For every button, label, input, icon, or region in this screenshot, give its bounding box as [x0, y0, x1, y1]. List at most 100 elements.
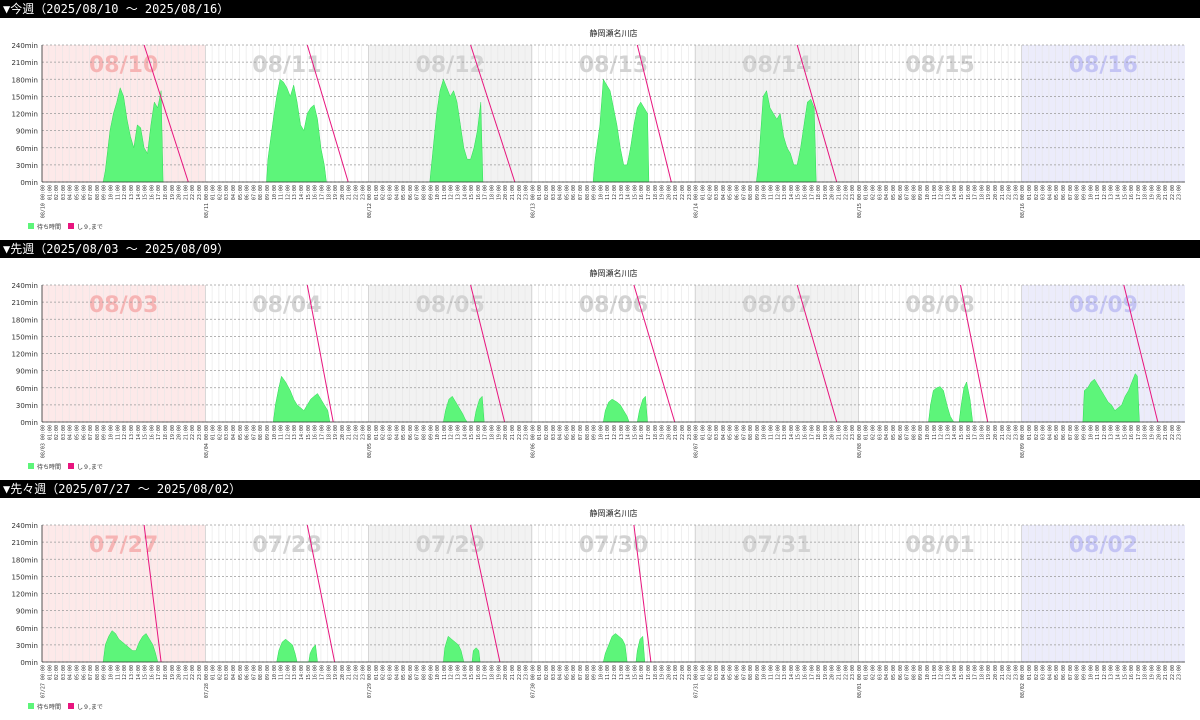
y-tick-label: 180min — [11, 316, 38, 324]
x-tick-label: 07/27 00:00 — [41, 665, 47, 698]
x-tick-label: 07:00 — [88, 425, 94, 440]
x-tick-label: 09:00 — [428, 185, 434, 200]
x-tick-label: 20:00 — [503, 425, 509, 440]
x-tick-label: 03:00 — [877, 425, 883, 440]
x-tick-label: 09:00 — [755, 185, 761, 200]
x-tick-label: 20:00 — [1156, 185, 1162, 200]
x-tick-label: 23:00 — [1177, 425, 1183, 440]
x-tick-label: 20:00 — [666, 665, 672, 680]
x-tick-label: 08:00 — [258, 185, 264, 200]
x-tick-label: 18:00 — [816, 425, 822, 440]
x-tick-label: 07/31 00:00 — [694, 665, 700, 698]
x-tick-label: 13:00 — [456, 185, 462, 200]
x-tick-label: 05:00 — [238, 185, 244, 200]
until-line — [960, 284, 989, 423]
x-tick-label: 05:00 — [564, 425, 570, 440]
x-tick-label: 08:00 — [585, 665, 591, 680]
x-tick-label: 20:00 — [1156, 425, 1162, 440]
x-tick-label: 21:00 — [837, 185, 843, 200]
x-tick-label: 19:00 — [823, 185, 829, 200]
x-tick-label: 02:00 — [871, 185, 877, 200]
x-tick-label: 01:00 — [374, 425, 380, 440]
legend-label: し９,まで — [77, 224, 103, 231]
x-tick-label: 02:00 — [381, 185, 387, 200]
y-tick-label: 30min — [16, 642, 38, 650]
x-tick-label: 04:00 — [394, 185, 400, 200]
x-tick-label: 16:00 — [1129, 185, 1135, 200]
x-tick-label: 14:00 — [626, 665, 632, 680]
x-tick-label: 20:00 — [830, 185, 836, 200]
wait-time-area — [102, 86, 164, 183]
x-tick-label: 16:00 — [966, 185, 972, 200]
x-tick-label: 17:00 — [973, 425, 979, 440]
x-tick-label: 04:00 — [721, 425, 727, 440]
x-tick-label: 14:00 — [462, 425, 468, 440]
x-tick-label: 11:00 — [442, 665, 448, 680]
x-tick-label: 07:00 — [578, 185, 584, 200]
x-tick-label: 04:00 — [884, 665, 890, 680]
x-tick-label: 17:00 — [319, 185, 325, 200]
x-tick-label: 01:00 — [47, 665, 53, 680]
x-tick-label: 06:00 — [408, 185, 414, 200]
x-tick-label: 10:00 — [272, 425, 278, 440]
x-tick-label: 08:00 — [748, 665, 754, 680]
x-tick-label: 17:00 — [156, 185, 162, 200]
x-tick-label: 10:00 — [762, 425, 768, 440]
y-tick-label: 240min — [11, 522, 38, 530]
x-tick-label: 10:00 — [925, 185, 931, 200]
x-tick-label: 11:00 — [1095, 425, 1101, 440]
until-line — [306, 44, 349, 183]
x-tick-label: 02:00 — [871, 665, 877, 680]
x-tick-label: 17:00 — [1136, 425, 1142, 440]
x-tick-label: 15:00 — [143, 665, 149, 680]
x-tick-label: 05:00 — [564, 185, 570, 200]
x-tick-label: 11:00 — [605, 425, 611, 440]
x-tick-label: 22:00 — [843, 425, 849, 440]
x-tick-label: 22:00 — [1170, 665, 1176, 680]
legend-swatch — [68, 223, 74, 229]
x-tick-label: 11:00 — [768, 665, 774, 680]
until-line — [796, 284, 838, 423]
x-tick-label: 17:00 — [483, 665, 489, 680]
x-tick-label: 13:00 — [782, 665, 788, 680]
x-tick-label: 16:00 — [639, 425, 645, 440]
x-tick-label: 21:00 — [1163, 185, 1169, 200]
x-tick-label: 14:00 — [789, 425, 795, 440]
x-tick-label: 21:00 — [183, 665, 189, 680]
until-line — [633, 524, 652, 663]
x-tick-label: 09:00 — [102, 665, 108, 680]
x-tick-label: 08/16 00:00 — [1020, 185, 1026, 218]
x-tick-label: 04:00 — [721, 665, 727, 680]
x-tick-label: 08/14 00:00 — [694, 185, 700, 218]
x-tick-label: 08:00 — [422, 185, 428, 200]
week-chart-last-week: 08/03 08/04 08/05 08/06 08/07 08/08 08/09 0min 3… — [0, 258, 1200, 480]
x-tick-label: 15:00 — [306, 665, 312, 680]
until-line — [306, 524, 336, 663]
x-tick-label: 11:00 — [115, 425, 121, 440]
wait-time-chart: 07/27 07/28 07/29 07/30 07/31 08/01 08/020min3… — [11, 508, 1185, 711]
x-tick-label: 04:00 — [884, 185, 890, 200]
x-tick-label: 05:00 — [891, 665, 897, 680]
x-tick-label: 18:00 — [979, 185, 985, 200]
x-tick-label: 21:00 — [510, 185, 516, 200]
x-tick-label: 12:00 — [939, 665, 945, 680]
wait-time-area — [102, 630, 159, 663]
x-tick-label: 02:00 — [1034, 425, 1040, 440]
x-tick-label: 16:00 — [1129, 425, 1135, 440]
x-tick-label: 23:00 — [197, 185, 203, 200]
x-tick-label: 10:00 — [272, 185, 278, 200]
x-tick-label: 22:00 — [517, 185, 523, 200]
x-tick-label: 05:00 — [238, 425, 244, 440]
x-tick-label: 16:00 — [639, 665, 645, 680]
until-line — [143, 44, 189, 183]
x-tick-label: 03:00 — [387, 185, 393, 200]
x-tick-label: 23:00 — [850, 665, 856, 680]
x-tick-label: 22:00 — [680, 185, 686, 200]
x-tick-label: 12:00 — [775, 665, 781, 680]
x-tick-label: 05:00 — [401, 185, 407, 200]
x-tick-label: 20:00 — [1156, 665, 1162, 680]
x-tick-label: 19:00 — [333, 665, 339, 680]
y-tick-label: 0min — [20, 659, 38, 667]
x-tick-label: 17:00 — [1136, 185, 1142, 200]
x-tick-label: 08/04 00:00 — [204, 425, 210, 458]
